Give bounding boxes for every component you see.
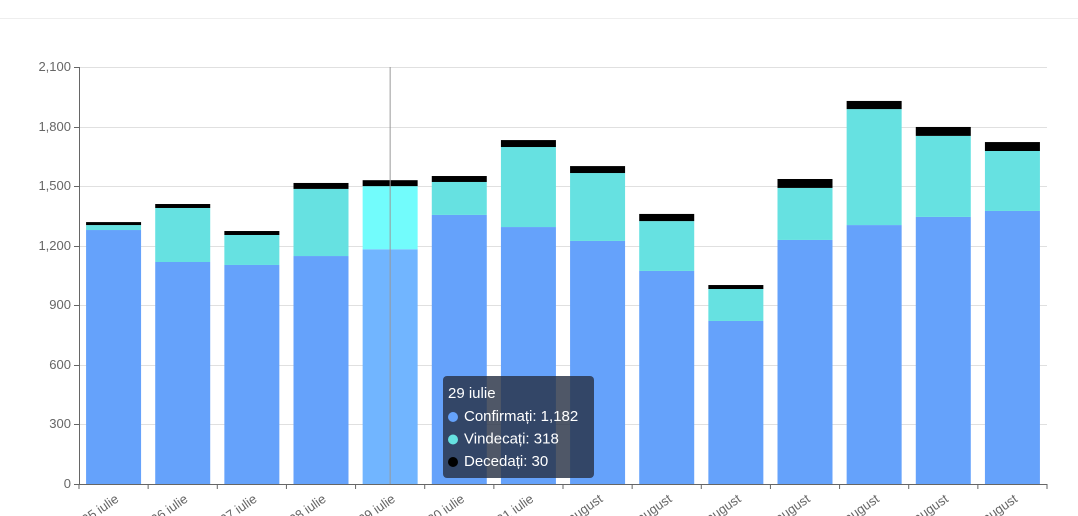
y-tick-label: 900 xyxy=(49,297,71,312)
x-tick-label: 29 iulie xyxy=(355,491,397,516)
bar-segment xyxy=(639,270,695,484)
bar-segment xyxy=(984,150,1040,211)
bar-segment xyxy=(708,285,764,290)
x-tick-label: 30 iulie xyxy=(425,491,467,516)
x-tick-label: 2 august xyxy=(625,491,675,516)
y-tick-label: 300 xyxy=(49,416,71,431)
bar-segment xyxy=(639,221,695,271)
y-tick-label: 0 xyxy=(64,476,71,491)
bar-segment xyxy=(984,210,1040,484)
bar-segment xyxy=(500,140,556,148)
bar-segment xyxy=(777,187,833,240)
bar-segment xyxy=(431,181,487,215)
bar-segment xyxy=(639,213,695,222)
bar-segment xyxy=(984,142,1040,151)
bar-segment xyxy=(915,135,971,217)
bar-segment xyxy=(846,225,902,484)
bar-segment xyxy=(86,222,142,226)
x-tick-label: 5 august xyxy=(832,491,882,516)
x-tick-label: 25 iulie xyxy=(79,491,121,516)
bar-segment xyxy=(708,320,764,484)
bar-segment xyxy=(777,178,833,188)
bar-segment xyxy=(155,207,211,262)
bar-segment xyxy=(846,100,902,110)
tooltip-dot xyxy=(448,412,458,422)
bar-segment xyxy=(915,126,971,136)
y-tick-label: 1,800 xyxy=(38,119,71,134)
y-tick-label: 1,500 xyxy=(38,178,71,193)
plot: 0 300 600 900 1,200 1,500 1,800 2,100 25 iulie 26… xyxy=(38,59,1048,516)
bar-segment xyxy=(846,109,902,226)
x-tick-label: 3 august xyxy=(694,491,744,516)
bar-segment xyxy=(431,176,487,182)
x-tick-label: 6 august xyxy=(902,491,952,516)
x-tick-label: 1 august xyxy=(556,491,606,516)
y-tick-label: 2,100 xyxy=(38,59,71,74)
header-bar xyxy=(0,0,1078,18)
x-tick-label: 4 august xyxy=(763,491,813,516)
tooltip-item: Decedați: 30 xyxy=(464,453,548,470)
bar-segment xyxy=(777,239,833,484)
x-tick-label: 27 iulie xyxy=(217,491,259,516)
bar-segment xyxy=(86,225,142,231)
bar-segment xyxy=(86,230,142,484)
y-tick-label: 1,200 xyxy=(38,238,71,253)
x-tick-label: 28 iulie xyxy=(286,491,328,516)
tooltip-title: 29 iulie xyxy=(448,385,496,402)
bar-segment xyxy=(224,234,280,265)
tooltip-dot xyxy=(448,434,458,445)
x-tick-label: 26 iulie xyxy=(148,491,190,516)
bar-segment xyxy=(293,256,349,484)
bar-segment xyxy=(155,204,211,208)
bar-segment xyxy=(500,147,556,228)
tooltip: 29 iulie Confirmați: 1,182 Vindecați: 318 D… xyxy=(443,376,594,478)
tooltip-dot xyxy=(448,457,458,467)
x-tick-label: 7 august xyxy=(971,491,1021,516)
bar-segment xyxy=(570,166,626,174)
bar-segment xyxy=(708,289,764,321)
bar-segment xyxy=(570,173,626,241)
tooltip-item: Vindecați: 318 xyxy=(464,430,559,447)
tooltip-box xyxy=(443,376,594,478)
tooltip-item: Confirmați: 1,182 xyxy=(464,408,578,425)
bar-segment xyxy=(293,188,349,257)
bar-segment xyxy=(224,231,280,235)
bar-segment xyxy=(224,264,280,484)
bar-segment xyxy=(155,261,211,484)
x-tick-label: 31 iulie xyxy=(494,491,536,516)
bar-segment xyxy=(915,216,971,484)
bar-segment xyxy=(293,182,349,189)
y-tick-label: 600 xyxy=(49,357,71,372)
